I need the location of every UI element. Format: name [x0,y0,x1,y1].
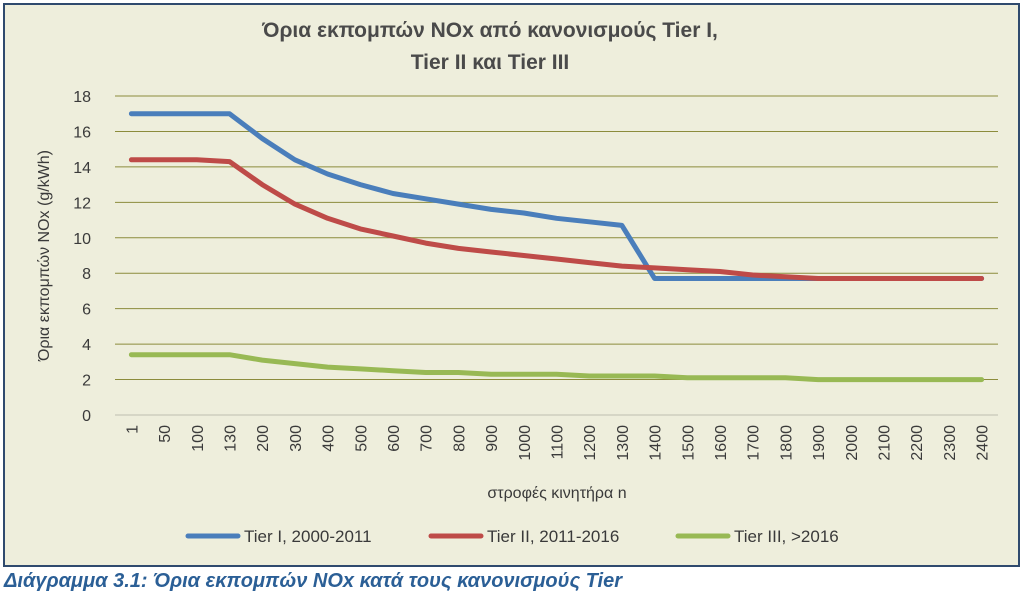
x-tick-label: 1700 [746,425,763,461]
x-tick-labels: 1 50 100 130 200 300 400 500 600 700 800 900 1000 110… [124,425,991,461]
x-tick-label: 1600 [713,425,730,461]
y-tick-label: 6 [82,302,91,319]
x-tick-label: 700 [419,425,436,452]
series-lines [128,111,985,383]
legend: Tier I, 2000-2011 Tier II, 2011-2016 Tier … [185,527,839,546]
x-tick-label: 2300 [942,425,959,461]
line-chart: Όρια εκπομπών NOx από κανονισμούς Tier I… [36,19,998,546]
x-tick-label: 900 [484,425,501,452]
y-axis-label: Όρια εκπομπών NOx (g/kWh) [36,150,53,362]
x-tick-label: 1100 [550,425,567,460]
y-tick-label: 4 [82,337,91,354]
figure-caption: Διάγραμμα 3.1: Όρια εκπομπών NOx κατά το… [4,570,622,592]
x-tick-label: 1800 [778,425,795,461]
x-tick-label: 2000 [844,425,861,461]
y-tick-label: 14 [73,160,91,177]
series-line [128,352,985,383]
x-tick-label: 1000 [517,425,534,461]
y-tick-label: 0 [82,408,91,425]
x-tick-label: 1 [124,425,141,434]
x-tick-label: 800 [451,425,468,452]
chart-frame: Όρια εκπομπών NOx από κανονισμούς Tier I… [3,3,1020,567]
y-tick-label: 18 [73,89,91,106]
x-tick-label: 2200 [909,425,926,461]
x-tick-label: 200 [255,425,272,452]
y-tick-label: 2 [82,373,91,390]
chart-title-line: Όρια εκπομπών NOx από κανονισμούς Tier I… [261,19,718,42]
legend-label: Tier III, >2016 [734,527,839,546]
x-tick-label: 600 [386,425,403,452]
x-tick-label: 1200 [582,425,599,461]
legend-label: Tier II, 2011-2016 [487,527,619,546]
x-tick-label: 100 [190,425,207,452]
x-tick-label: 300 [288,425,305,452]
chart-title-line: Tier II και Tier III [411,51,570,74]
gridlines [115,95,998,416]
y-tick-label: 8 [82,266,91,283]
x-tick-label: 2100 [877,425,894,461]
chart-title: Όρια εκπομπών NOx από κανονισμούς Tier I… [261,19,718,74]
y-tick-label: 10 [73,231,91,248]
x-tick-label: 500 [353,425,370,452]
y-tick-labels: 0 2 4 6 8 10 12 14 16 18 [73,89,91,425]
y-tick-label: 12 [73,195,91,212]
x-tick-label: 1500 [680,425,697,461]
x-tick-label: 50 [157,425,174,443]
x-tick-label: 1400 [648,425,665,461]
x-tick-label: 130 [222,425,239,452]
y-tick-label: 16 [73,124,91,141]
x-tick-label: 2400 [975,425,992,461]
x-tick-label: 1300 [615,425,632,461]
x-tick-label: 1900 [811,425,828,461]
series-line [128,157,985,281]
x-axis-label: στροφές κινητήρα n [487,485,626,502]
series-line [128,111,985,281]
legend-label: Tier I, 2000-2011 [244,527,372,546]
x-tick-label: 400 [321,425,338,452]
